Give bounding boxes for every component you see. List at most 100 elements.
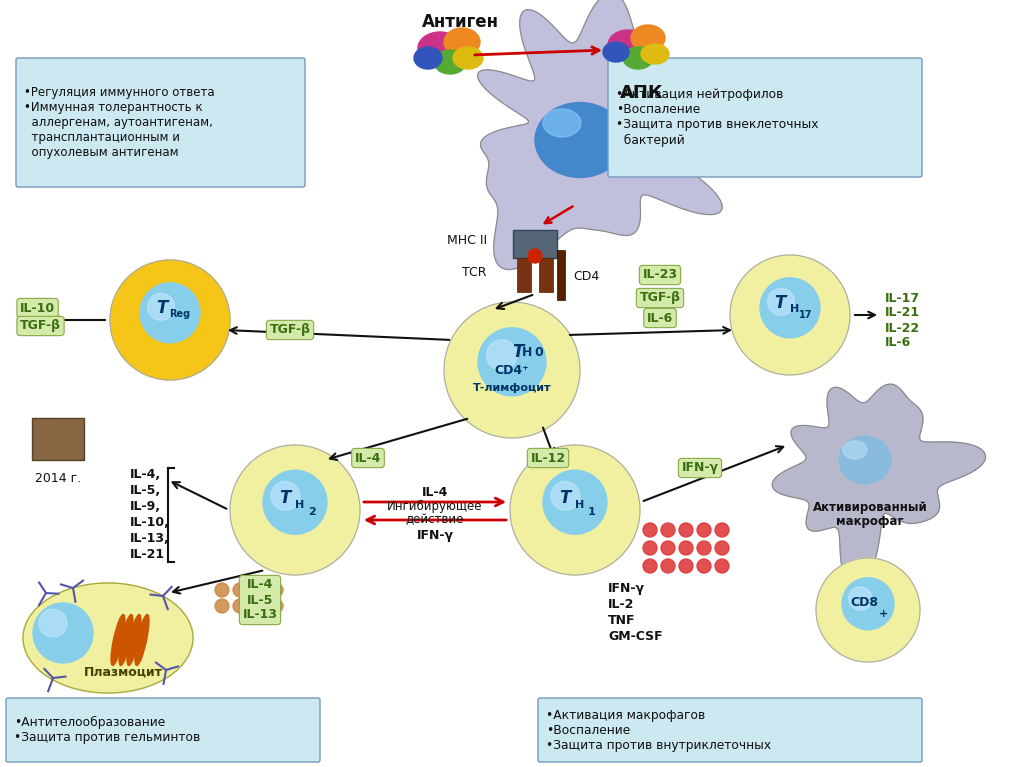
- Circle shape: [147, 293, 174, 321]
- FancyBboxPatch shape: [513, 230, 557, 258]
- Text: IL-21: IL-21: [130, 548, 165, 561]
- Circle shape: [230, 445, 360, 575]
- Circle shape: [715, 523, 729, 537]
- Circle shape: [697, 559, 711, 573]
- Text: TCR: TCR: [463, 266, 487, 279]
- Ellipse shape: [631, 25, 665, 51]
- Text: IL-4: IL-4: [354, 452, 381, 465]
- Text: Reg: Reg: [169, 309, 190, 319]
- Text: CD4: CD4: [573, 269, 599, 282]
- Text: 17: 17: [800, 310, 813, 320]
- Ellipse shape: [444, 28, 480, 56]
- Ellipse shape: [127, 614, 141, 666]
- Ellipse shape: [418, 32, 462, 64]
- Text: •Антителообразование
•Защита против гельминтов: •Антителообразование •Защита против гель…: [14, 716, 201, 744]
- Text: +: +: [880, 609, 889, 619]
- Text: IL-22: IL-22: [885, 321, 921, 334]
- FancyBboxPatch shape: [6, 698, 319, 762]
- Ellipse shape: [414, 47, 442, 69]
- Circle shape: [643, 523, 657, 537]
- Ellipse shape: [641, 44, 669, 64]
- Circle shape: [551, 482, 580, 510]
- Circle shape: [816, 558, 920, 662]
- FancyBboxPatch shape: [608, 58, 922, 177]
- Circle shape: [233, 599, 247, 613]
- Text: IFN-γ: IFN-γ: [417, 529, 454, 542]
- Circle shape: [251, 599, 265, 613]
- Text: макрофаг: макрофаг: [837, 515, 904, 528]
- Circle shape: [662, 541, 675, 555]
- Circle shape: [271, 482, 300, 510]
- Text: Антиген: Антиген: [422, 13, 499, 31]
- Circle shape: [215, 599, 229, 613]
- Text: IL-6: IL-6: [885, 337, 911, 350]
- Circle shape: [715, 559, 729, 573]
- Text: 2: 2: [308, 507, 315, 517]
- Circle shape: [730, 255, 850, 375]
- Text: Н: Н: [522, 345, 532, 358]
- Text: T: T: [774, 294, 785, 312]
- Text: •Активация нейтрофилов
•Воспаление
•Защита против внеклеточных
  бактерий: •Активация нейтрофилов •Воспаление •Защи…: [616, 88, 818, 146]
- Ellipse shape: [843, 441, 867, 459]
- Circle shape: [263, 470, 327, 534]
- Circle shape: [251, 583, 265, 597]
- Text: T: T: [559, 489, 570, 507]
- Circle shape: [679, 541, 693, 555]
- Circle shape: [842, 578, 894, 630]
- Text: T: T: [157, 299, 168, 317]
- Text: Т-лимфоцит: Т-лимфоцит: [473, 383, 551, 393]
- Ellipse shape: [608, 30, 648, 60]
- Text: IL-21: IL-21: [885, 307, 921, 320]
- Circle shape: [643, 559, 657, 573]
- Text: 1: 1: [588, 507, 596, 517]
- Text: IL-10: IL-10: [20, 301, 55, 314]
- Text: IL-6: IL-6: [647, 311, 673, 324]
- Circle shape: [528, 249, 542, 263]
- Polygon shape: [772, 384, 985, 587]
- FancyBboxPatch shape: [538, 698, 922, 762]
- Circle shape: [215, 583, 229, 597]
- Circle shape: [269, 599, 283, 613]
- Text: T: T: [280, 489, 291, 507]
- Text: IFN-γ: IFN-γ: [608, 582, 645, 595]
- FancyBboxPatch shape: [539, 258, 553, 292]
- Text: CD4⁺: CD4⁺: [495, 364, 529, 377]
- Circle shape: [33, 603, 93, 663]
- Circle shape: [486, 340, 517, 370]
- Ellipse shape: [434, 50, 466, 74]
- Circle shape: [679, 523, 693, 537]
- Text: TNF: TNF: [608, 614, 636, 627]
- Text: Ингибирующее: Ингибирующее: [387, 499, 482, 512]
- Text: IL-4: IL-4: [422, 486, 449, 499]
- Text: Т: Т: [512, 343, 523, 361]
- Circle shape: [233, 583, 247, 597]
- Text: GM-CSF: GM-CSF: [608, 630, 663, 643]
- Text: IL-10,: IL-10,: [130, 516, 170, 529]
- Polygon shape: [477, 0, 722, 269]
- Text: •Регуляция иммунного ответа
•Иммунная толерантность к
  аллергенам, аутоантигена: •Регуляция иммунного ответа •Иммунная то…: [24, 86, 215, 159]
- Text: TGF-β: TGF-β: [20, 320, 61, 333]
- Ellipse shape: [543, 109, 581, 137]
- Circle shape: [543, 470, 607, 534]
- Circle shape: [444, 302, 580, 438]
- FancyBboxPatch shape: [517, 258, 531, 292]
- Circle shape: [110, 260, 230, 380]
- Circle shape: [849, 587, 871, 611]
- Text: TGF-β: TGF-β: [640, 291, 681, 304]
- Circle shape: [768, 288, 795, 315]
- Text: IL-4
IL-5
IL-13: IL-4 IL-5 IL-13: [243, 578, 278, 621]
- Circle shape: [679, 559, 693, 573]
- Ellipse shape: [623, 47, 653, 69]
- Text: МНС II: МНС II: [446, 233, 487, 246]
- Circle shape: [140, 283, 200, 343]
- Text: H: H: [791, 304, 800, 314]
- Text: IL-12: IL-12: [530, 452, 565, 465]
- Text: IL-13,: IL-13,: [130, 532, 170, 545]
- Text: TGF-β: TGF-β: [269, 324, 310, 337]
- FancyBboxPatch shape: [32, 418, 84, 460]
- Text: CD8: CD8: [850, 595, 878, 608]
- Ellipse shape: [603, 42, 629, 62]
- FancyBboxPatch shape: [557, 250, 565, 300]
- Text: IL-23: IL-23: [642, 268, 678, 281]
- Circle shape: [478, 328, 546, 396]
